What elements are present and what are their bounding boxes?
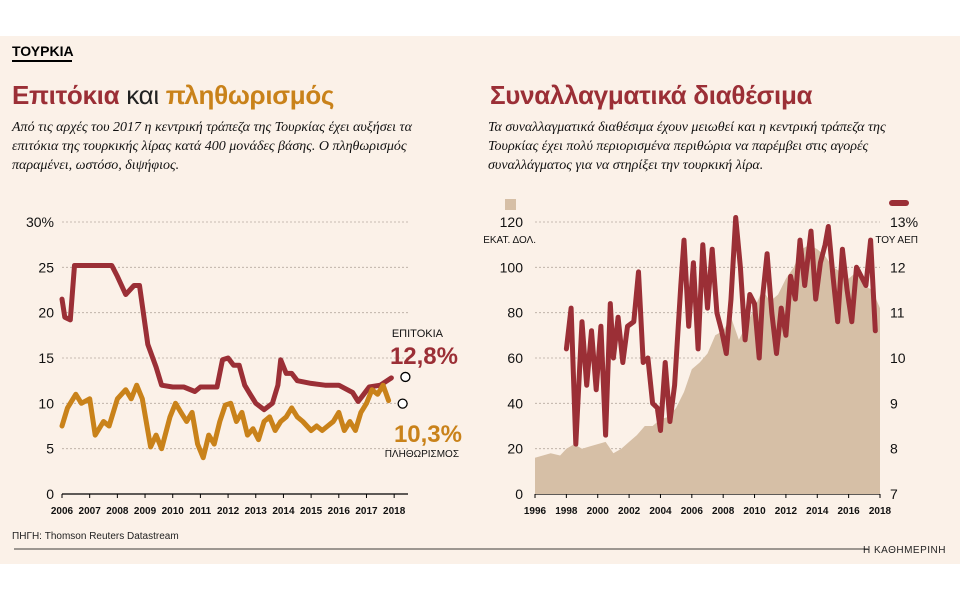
right-x-tick-label: 2000: [587, 506, 610, 517]
left-x-tick-label: 2018: [383, 506, 406, 517]
left-y-tick-label: 10: [38, 395, 54, 411]
right-x-tick-label: 2006: [681, 506, 704, 517]
right-left-axis-tick-label: 40: [507, 395, 523, 411]
left-x-tick-label: 2013: [245, 506, 268, 517]
right-x-tick-label: 2014: [806, 506, 829, 517]
right-x-tick-label: 2010: [743, 506, 766, 517]
left-x-tick-label: 2016: [328, 506, 351, 517]
title-part-inflation: πληθωρισμός: [165, 80, 335, 110]
right-chart-title: Συναλλαγματικά διαθέσιμα: [490, 80, 813, 110]
right-left-axis-tick-label: 60: [507, 350, 523, 366]
right-right-axis-tick-label: 13%: [890, 214, 918, 230]
right-left-axis-tick-label: 120: [500, 214, 524, 230]
left-y-tick-label: 15: [38, 350, 54, 366]
rates-series-label: ΕΠΙΤΟΚΙΑ: [392, 328, 444, 340]
left-x-tick-label: 2009: [134, 506, 157, 517]
left-x-tick-label: 2007: [79, 506, 102, 517]
right-axis-unit-label: ΤΟΥ ΑΕΠ: [875, 235, 918, 246]
right-x-tick-label: 2016: [838, 506, 861, 517]
left-x-tick-label: 2015: [300, 506, 323, 517]
source-note: ΠΗΓΗ: Thomson Reuters Datastream: [12, 531, 179, 542]
left-x-tick-label: 2008: [106, 506, 129, 517]
left-axis-unit-label: ΕΚΑΤ. ΔΟΛ.: [483, 235, 536, 246]
left-x-tick-label: 2014: [272, 506, 295, 517]
inflation-series-label: ΠΛΗΘΩΡΙΣΜΟΣ: [385, 449, 459, 460]
right-right-axis-tick-label: 7: [890, 486, 898, 502]
right-x-tick-label: 2008: [712, 506, 735, 517]
reserves-area: [535, 244, 880, 494]
right-right-axis-tick-label: 8: [890, 441, 898, 457]
right-right-axis-tick-label: 11: [890, 305, 905, 321]
right-right-axis-tick-label: 10: [890, 350, 906, 366]
left-y-tick-label: 5: [46, 441, 54, 457]
publisher-brand: Η ΚΑΘΗΜΕΡΙΝΗ: [862, 545, 946, 556]
right-x-tick-label: 2002: [618, 506, 641, 517]
inflation-line: [59, 382, 392, 461]
title-part-and: και: [126, 80, 159, 110]
left-y-tick-label: 0: [46, 486, 54, 502]
left-x-tick-label: 2012: [217, 506, 240, 517]
left-x-tick-label: 2011: [190, 506, 212, 517]
right-left-axis-tick-label: 80: [507, 305, 523, 321]
right-x-tick-label: 2012: [775, 506, 798, 517]
title-part-rates: Επιτόκια: [12, 80, 120, 110]
left-y-tick-label: 30%: [26, 214, 54, 230]
reserves-gdp-line: [563, 215, 878, 447]
right-left-axis-tick-label: 100: [500, 259, 524, 275]
right-left-axis-tick-label: 20: [507, 441, 523, 457]
area-legend-swatch: [505, 199, 516, 210]
left-y-tick-label: 20: [38, 305, 54, 321]
right-chart-description: Τα συναλλαγματικά διαθέσιμα έχουν μειωθε…: [488, 120, 886, 173]
rates-line: [59, 263, 394, 413]
inflation-end-marker: [397, 398, 408, 409]
left-x-tick-label: 2010: [162, 506, 185, 517]
inflation-value-label: 10,3%: [394, 421, 462, 448]
right-x-tick-label: 2018: [869, 506, 892, 517]
left-x-tick-label: 2006: [51, 506, 74, 517]
right-x-tick-label: 2004: [649, 506, 672, 517]
right-right-axis-tick-label: 9: [890, 395, 898, 411]
right-right-axis-tick-label: 12: [890, 259, 906, 275]
right-left-axis-tick-label: 0: [515, 486, 523, 502]
rates-end-marker: [400, 371, 411, 383]
left-x-tick-label: 2017: [355, 506, 378, 517]
right-x-tick-label: 1998: [555, 506, 578, 517]
rates-value-label: 12,8%: [390, 343, 458, 370]
section-tag: ΤΟΥΡΚΙΑ: [12, 43, 74, 59]
left-chart-title: Επιτόκια και πληθωρισμός: [12, 80, 334, 111]
section-tag-underline: [12, 60, 72, 62]
left-y-tick-label: 25: [38, 259, 54, 275]
left-chart-description: Από τις αρχές του 2017 η κεντρική τράπεζ…: [12, 120, 412, 173]
right-x-tick-label: 1996: [524, 506, 547, 517]
